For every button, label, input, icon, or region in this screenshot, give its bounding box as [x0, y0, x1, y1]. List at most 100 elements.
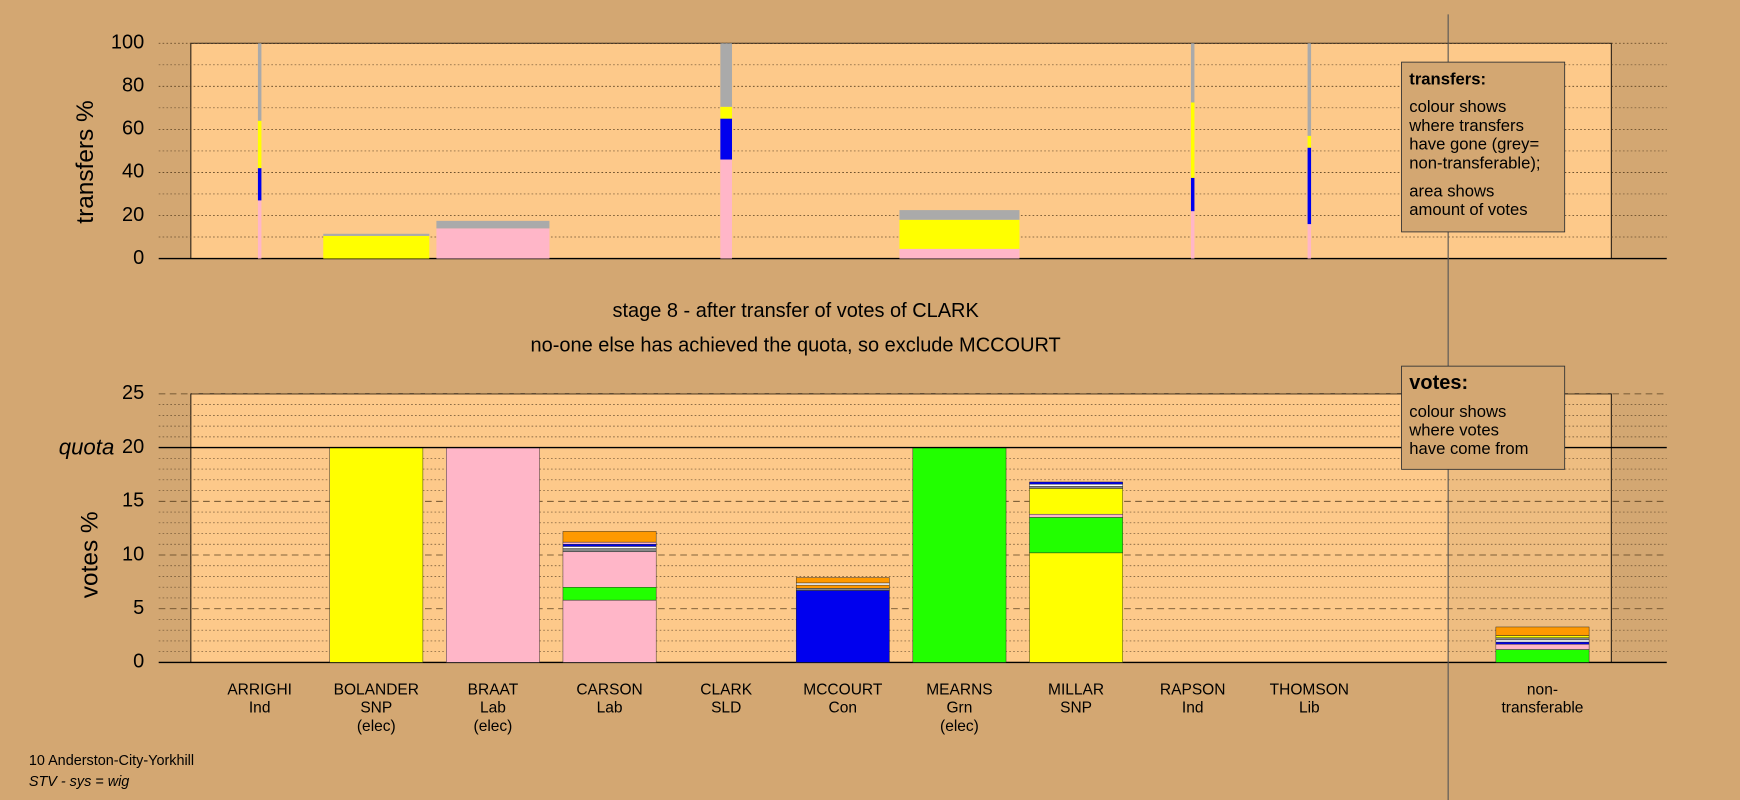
note-line: where votes [1408, 420, 1499, 439]
vote-segment [562, 548, 657, 553]
vote-segment [562, 587, 657, 601]
x-tick-label: BRAAT [468, 681, 519, 698]
marks [158, 42, 1667, 664]
note-line: non-transferable); [1409, 154, 1540, 173]
note-line: area shows [1409, 181, 1494, 200]
transfer-segment [1190, 43, 1195, 103]
x-tick-label: Lab [597, 700, 623, 717]
vote-segment [1495, 641, 1590, 645]
x-tick-label: SLD [711, 700, 741, 717]
vote-segment [1029, 481, 1123, 485]
y-axis-label: transfers % [72, 100, 99, 223]
vote-segment [1029, 552, 1123, 663]
transfer-segment [720, 118, 733, 160]
x-tick-label: Grn [947, 700, 973, 717]
vote-segment [795, 577, 890, 584]
note-box [1401, 365, 1566, 470]
transfer-segment [1307, 135, 1312, 148]
vote-segment [1029, 517, 1123, 554]
vote-segment [1029, 483, 1123, 487]
y-tick-label: 15 [122, 490, 144, 512]
transfer-segment [1190, 177, 1195, 212]
x-tick-label: Ind [1182, 700, 1204, 717]
note-box [1401, 61, 1566, 233]
x-tick-label: MEARNS [926, 681, 992, 698]
vote-segment [912, 447, 1007, 663]
constituency: 10 Anderston-City-Yorkhill [29, 753, 194, 769]
vote-segment [446, 447, 540, 663]
transfer-segment [1190, 211, 1195, 259]
y-axis-label: votes % [76, 511, 103, 598]
system: STV - sys = wig [29, 774, 129, 790]
vote-segment [1495, 637, 1590, 641]
vote-segment [562, 599, 657, 663]
vote-segment [1495, 626, 1590, 636]
x-tick-label: (elec) [357, 718, 396, 735]
x-tick-label: (elec) [474, 718, 513, 735]
x-tick-label: MCCOURT [803, 681, 883, 698]
vote-segment [329, 447, 424, 663]
transfer-segment [720, 159, 733, 259]
y-tick-label: 20 [122, 204, 144, 226]
transfer-segment [720, 43, 733, 107]
vote-segment [1495, 639, 1590, 643]
note-line: where transfers [1408, 116, 1524, 135]
x-tick-label: SNP [360, 700, 392, 717]
stage-subtitle: no-one else has achieved the quota, so e… [531, 334, 1061, 356]
transfer-segment [323, 233, 430, 236]
y-tick-label: 80 [122, 75, 144, 97]
note-line: amount of votes [1409, 200, 1527, 219]
x-tick-label: Lib [1299, 700, 1320, 717]
x-tick-label: (elec) [940, 718, 979, 735]
vote-segment [562, 546, 657, 549]
vote-segment [562, 531, 657, 543]
x-tick-label: transferable [1502, 700, 1584, 717]
vote-segment [795, 584, 890, 589]
transfer-segment [257, 168, 262, 201]
transfer-segment [323, 235, 430, 259]
x-tick-label: MILLAR [1048, 681, 1104, 698]
y-tick-label: 20 [122, 436, 144, 458]
vote-segment [795, 590, 890, 663]
y-tick-label: 40 [122, 161, 144, 183]
note-line: have gone (grey= [1409, 135, 1539, 154]
stage-title: stage 8 - after transfer of votes of CLA… [613, 300, 980, 322]
transfer-segment [899, 210, 1020, 220]
x-tick-label: CARSON [576, 681, 642, 698]
transfer-segment [257, 120, 262, 169]
y-tick-label: 5 [133, 597, 144, 619]
vote-segment [1029, 488, 1123, 515]
y-tick-label: 10 [122, 543, 144, 565]
vote-segment [795, 588, 890, 591]
vote-segment [562, 544, 657, 547]
vote-segment [1029, 513, 1123, 518]
note-line: colour shows [1409, 97, 1506, 116]
x-tick-label: SNP [1060, 700, 1092, 717]
vote-segment [1495, 649, 1590, 663]
transfer-segment [899, 248, 1020, 259]
x-tick-label: Con [829, 700, 857, 717]
transfer-segment [720, 106, 733, 119]
x-tick-label: BOLANDER [334, 681, 419, 698]
transfer-segment [899, 219, 1020, 249]
transfer-segment [436, 228, 550, 259]
transfer-segment [1307, 43, 1312, 136]
transfer-segment [1190, 102, 1195, 178]
vote-segment [1495, 643, 1590, 650]
vote-segment [562, 551, 657, 588]
x-tick-label: Ind [249, 700, 271, 717]
y-tick-label: 0 [133, 651, 144, 673]
vote-segment [562, 541, 657, 545]
x-tick-label: non- [1527, 681, 1558, 698]
note-line: colour shows [1409, 402, 1506, 421]
y-tick-label: 100 [111, 32, 144, 54]
vote-segment [795, 582, 890, 586]
x-tick-label: Lab [480, 700, 506, 717]
transfer-segment [1307, 147, 1312, 225]
y-tick-label: 60 [122, 118, 144, 140]
bottom-panel [190, 393, 1612, 663]
quota-label: quota [59, 435, 115, 460]
vote-segment [1495, 635, 1590, 638]
